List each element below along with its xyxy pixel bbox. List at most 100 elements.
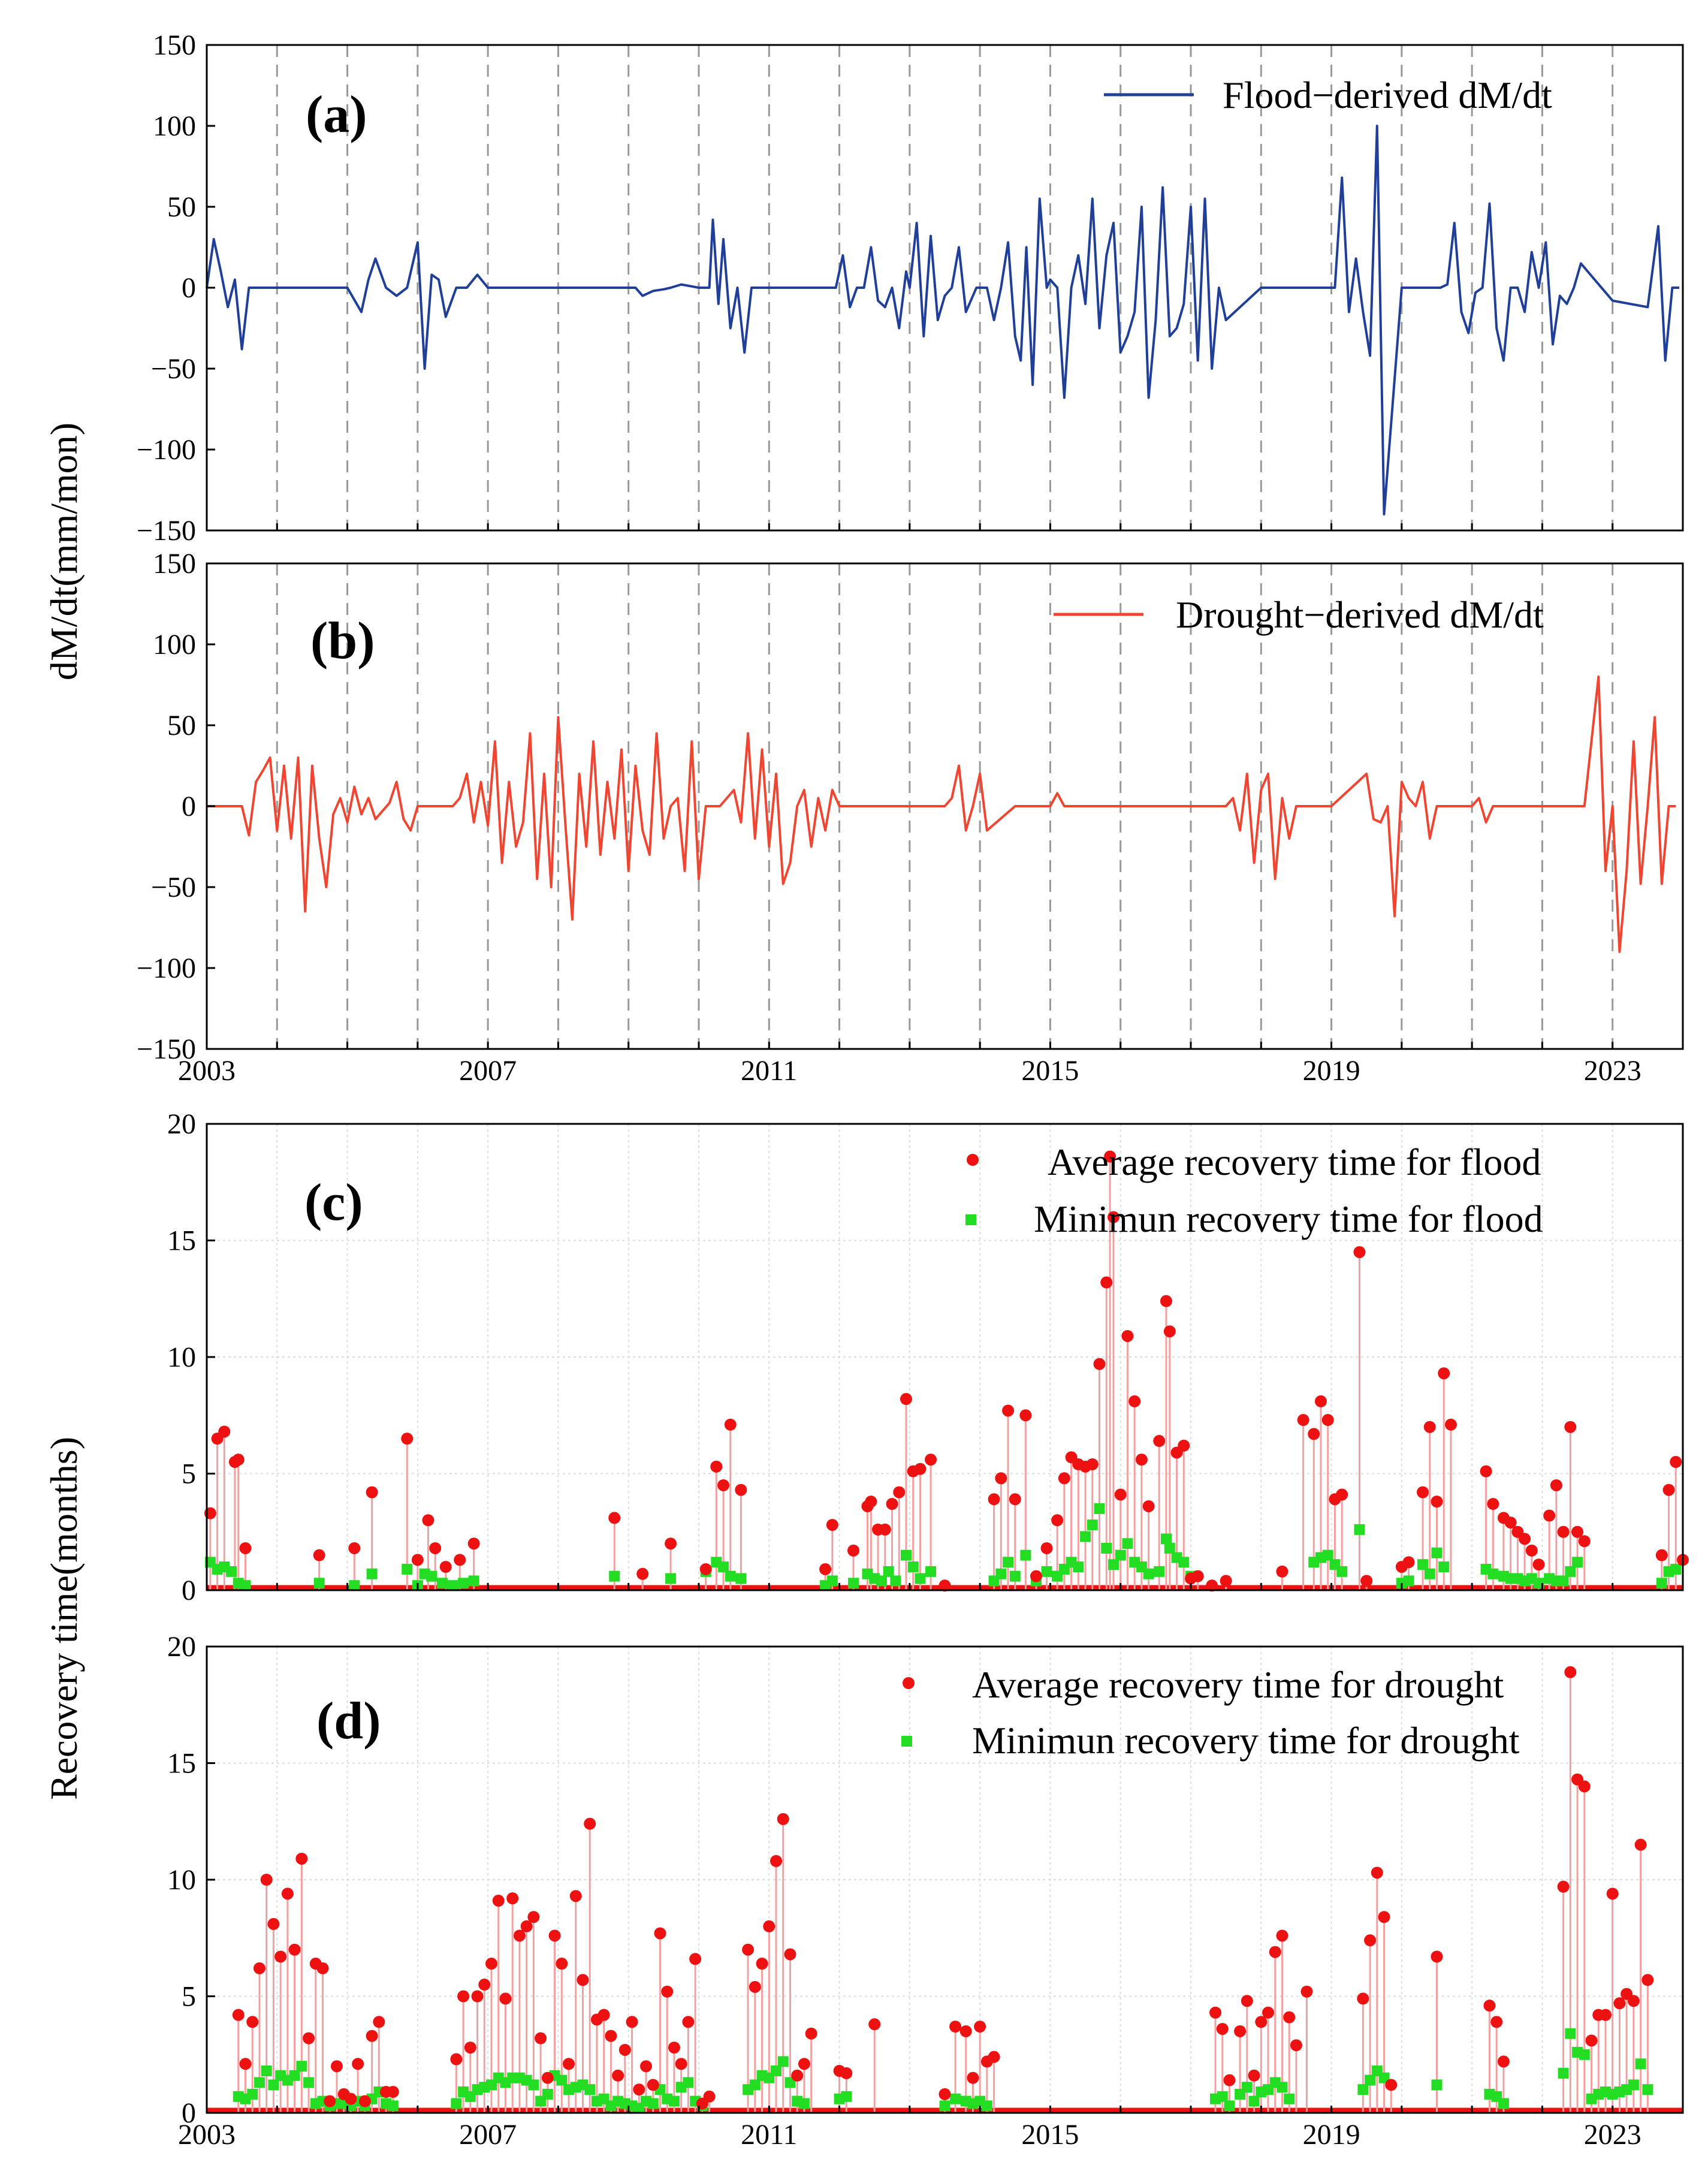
avg-marker-d-76 — [967, 2072, 979, 2084]
y-tick-label-b-5: −100 — [137, 952, 196, 984]
min-marker-c-47 — [1080, 1531, 1091, 1542]
panel-a-legend: Flood−derived dM/dt — [1104, 74, 1552, 116]
avg-marker-d-34 — [527, 1911, 540, 1923]
min-marker-c-18 — [665, 1573, 677, 1584]
min-marker-c-22 — [725, 1570, 736, 1582]
panel-c-series — [204, 1150, 1689, 1592]
min-marker-c-85 — [1558, 1575, 1569, 1587]
y-tick-label-a-1: 100 — [153, 110, 196, 142]
min-marker-d-95 — [1558, 2067, 1569, 2079]
min-marker-d-23 — [451, 2098, 462, 2109]
avg-marker-d-79 — [988, 2051, 1000, 2063]
avg-marker-c-24 — [819, 1563, 832, 1575]
avg-marker-c-70 — [1297, 1414, 1309, 1427]
avg-marker-d-2 — [246, 2016, 259, 2028]
avg-marker-c-61 — [1160, 1295, 1172, 1307]
avg-marker-d-56 — [682, 2016, 695, 2028]
panel-b-series — [207, 676, 1676, 953]
min-marker-d-98 — [1579, 2049, 1590, 2060]
avg-marker-d-26 — [471, 1990, 484, 2003]
min-marker-d-42 — [584, 2084, 596, 2095]
avg-marker-c-33 — [900, 1393, 912, 1406]
min-marker-c-8 — [366, 1568, 378, 1579]
min-marker-c-50 — [1101, 1542, 1112, 1554]
x-tick-label-d-2: 2011 — [741, 2119, 797, 2151]
avg-marker-c-10 — [411, 1554, 424, 1566]
avg-marker-d-50 — [640, 2060, 653, 2073]
y-tick-label-a-0: 150 — [153, 29, 196, 61]
x-tick-label-b-1: 2007 — [459, 1055, 517, 1087]
avg-marker-c-54 — [1107, 1211, 1119, 1223]
avg-marker-c-19 — [699, 1563, 712, 1575]
avg-marker-d-8 — [288, 1943, 301, 1956]
avg-marker-d-16 — [345, 2092, 357, 2105]
panel-d-legend: Average recovery time for drought Minimu… — [901, 1663, 1520, 1762]
min-marker-c-26 — [848, 1578, 859, 1589]
avg-marker-c-56 — [1121, 1329, 1134, 1342]
min-marker-c-40 — [1020, 1549, 1031, 1561]
avg-marker-d-65 — [777, 1813, 789, 1825]
avg-marker-d-46 — [612, 2069, 624, 2082]
avg-marker-c-32 — [893, 1486, 906, 1498]
min-marker-c-57 — [1154, 1566, 1165, 1577]
avg-marker-d-80 — [1209, 2006, 1222, 2019]
panel-b-legend-label: Drought−derived dM/dt — [1176, 593, 1544, 636]
min-marker-c-73 — [1431, 1547, 1443, 1558]
y-tick-label-a-6: −150 — [137, 515, 196, 547]
avg-marker-d-13 — [324, 2095, 336, 2107]
panel-b-legend: Drought−derived dM/dt — [1054, 593, 1544, 636]
avg-marker-d-53 — [661, 1985, 674, 1998]
min-marker-c-88 — [1656, 1578, 1667, 1589]
min-marker-c-49 — [1094, 1503, 1105, 1514]
avg-marker-c-5 — [239, 1542, 252, 1554]
y-tick-label-c-2: 10 — [167, 1341, 196, 1373]
avg-marker-d-29 — [492, 1895, 505, 1907]
min-marker-d-85 — [1277, 2082, 1288, 2093]
min-marker-c-87 — [1572, 1557, 1583, 1568]
min-marker-c-59 — [1164, 1542, 1175, 1554]
avg-marker-d-89 — [1276, 1929, 1288, 1942]
avg-marker-d-1 — [239, 2058, 252, 2070]
avg-marker-d-27 — [478, 1979, 491, 1991]
avg-marker-d-69 — [805, 2027, 817, 2040]
panel-c-tick-labels: 0 5 10 15 20 — [167, 1108, 196, 1606]
panel-d-tick-labels: 0 5 10 15 20 2003 2007 2011 2015 2019 2023 — [167, 1631, 1641, 2151]
avg-marker-c-18 — [665, 1537, 677, 1550]
avg-marker-c-12 — [429, 1542, 442, 1554]
avg-marker-c-59 — [1142, 1500, 1155, 1512]
panel-c-flood-recovery: 0 5 10 15 20 (c) Average recovery time for f… — [167, 1108, 1689, 1606]
avg-marker-d-64 — [770, 1855, 783, 1867]
y-tick-label-b-0: 150 — [153, 548, 196, 580]
avg-marker-d-96 — [1378, 1911, 1390, 1923]
avg-marker-d-83 — [1234, 2025, 1247, 2037]
avg-marker-d-100 — [1490, 2016, 1503, 2028]
y-tick-label-a-2: 50 — [167, 191, 196, 223]
avg-marker-c-67 — [1206, 1579, 1218, 1592]
min-marker-d-87 — [1357, 2084, 1369, 2095]
avg-marker-d-75 — [959, 2025, 972, 2037]
min-marker-d-51 — [647, 2098, 659, 2109]
avg-marker-d-18 — [358, 2095, 371, 2107]
min-marker-d-5 — [268, 2079, 279, 2091]
avg-marker-d-49 — [633, 2083, 645, 2096]
avg-marker-c-6 — [313, 1549, 325, 1561]
avg-marker-d-82 — [1223, 2074, 1236, 2086]
min-marker-d-106 — [1635, 2058, 1646, 2070]
avg-marker-c-13 — [439, 1561, 452, 1573]
panel-d-legend-min-marker — [901, 1736, 912, 1747]
avg-marker-c-57 — [1128, 1395, 1141, 1407]
avg-marker-d-5 — [267, 1917, 280, 1930]
avg-marker-c-38 — [988, 1493, 1000, 1506]
avg-marker-d-45 — [605, 2030, 617, 2042]
avg-marker-d-93 — [1357, 1992, 1369, 2005]
avg-marker-d-39 — [563, 2058, 575, 2070]
x-tick-label-b-5: 2023 — [1584, 1055, 1641, 1087]
avg-marker-c-21 — [717, 1479, 730, 1491]
min-marker-c-37 — [995, 1568, 1007, 1579]
avg-marker-c-62 — [1163, 1325, 1176, 1338]
min-marker-c-31 — [890, 1575, 901, 1587]
panel-a-tick-labels: 150 100 50 0 −50 −100 −150 — [137, 29, 196, 547]
avg-marker-c-7 — [348, 1542, 361, 1554]
min-marker-d-94 — [1498, 2098, 1509, 2109]
avg-marker-c-99 — [1655, 1549, 1668, 1561]
